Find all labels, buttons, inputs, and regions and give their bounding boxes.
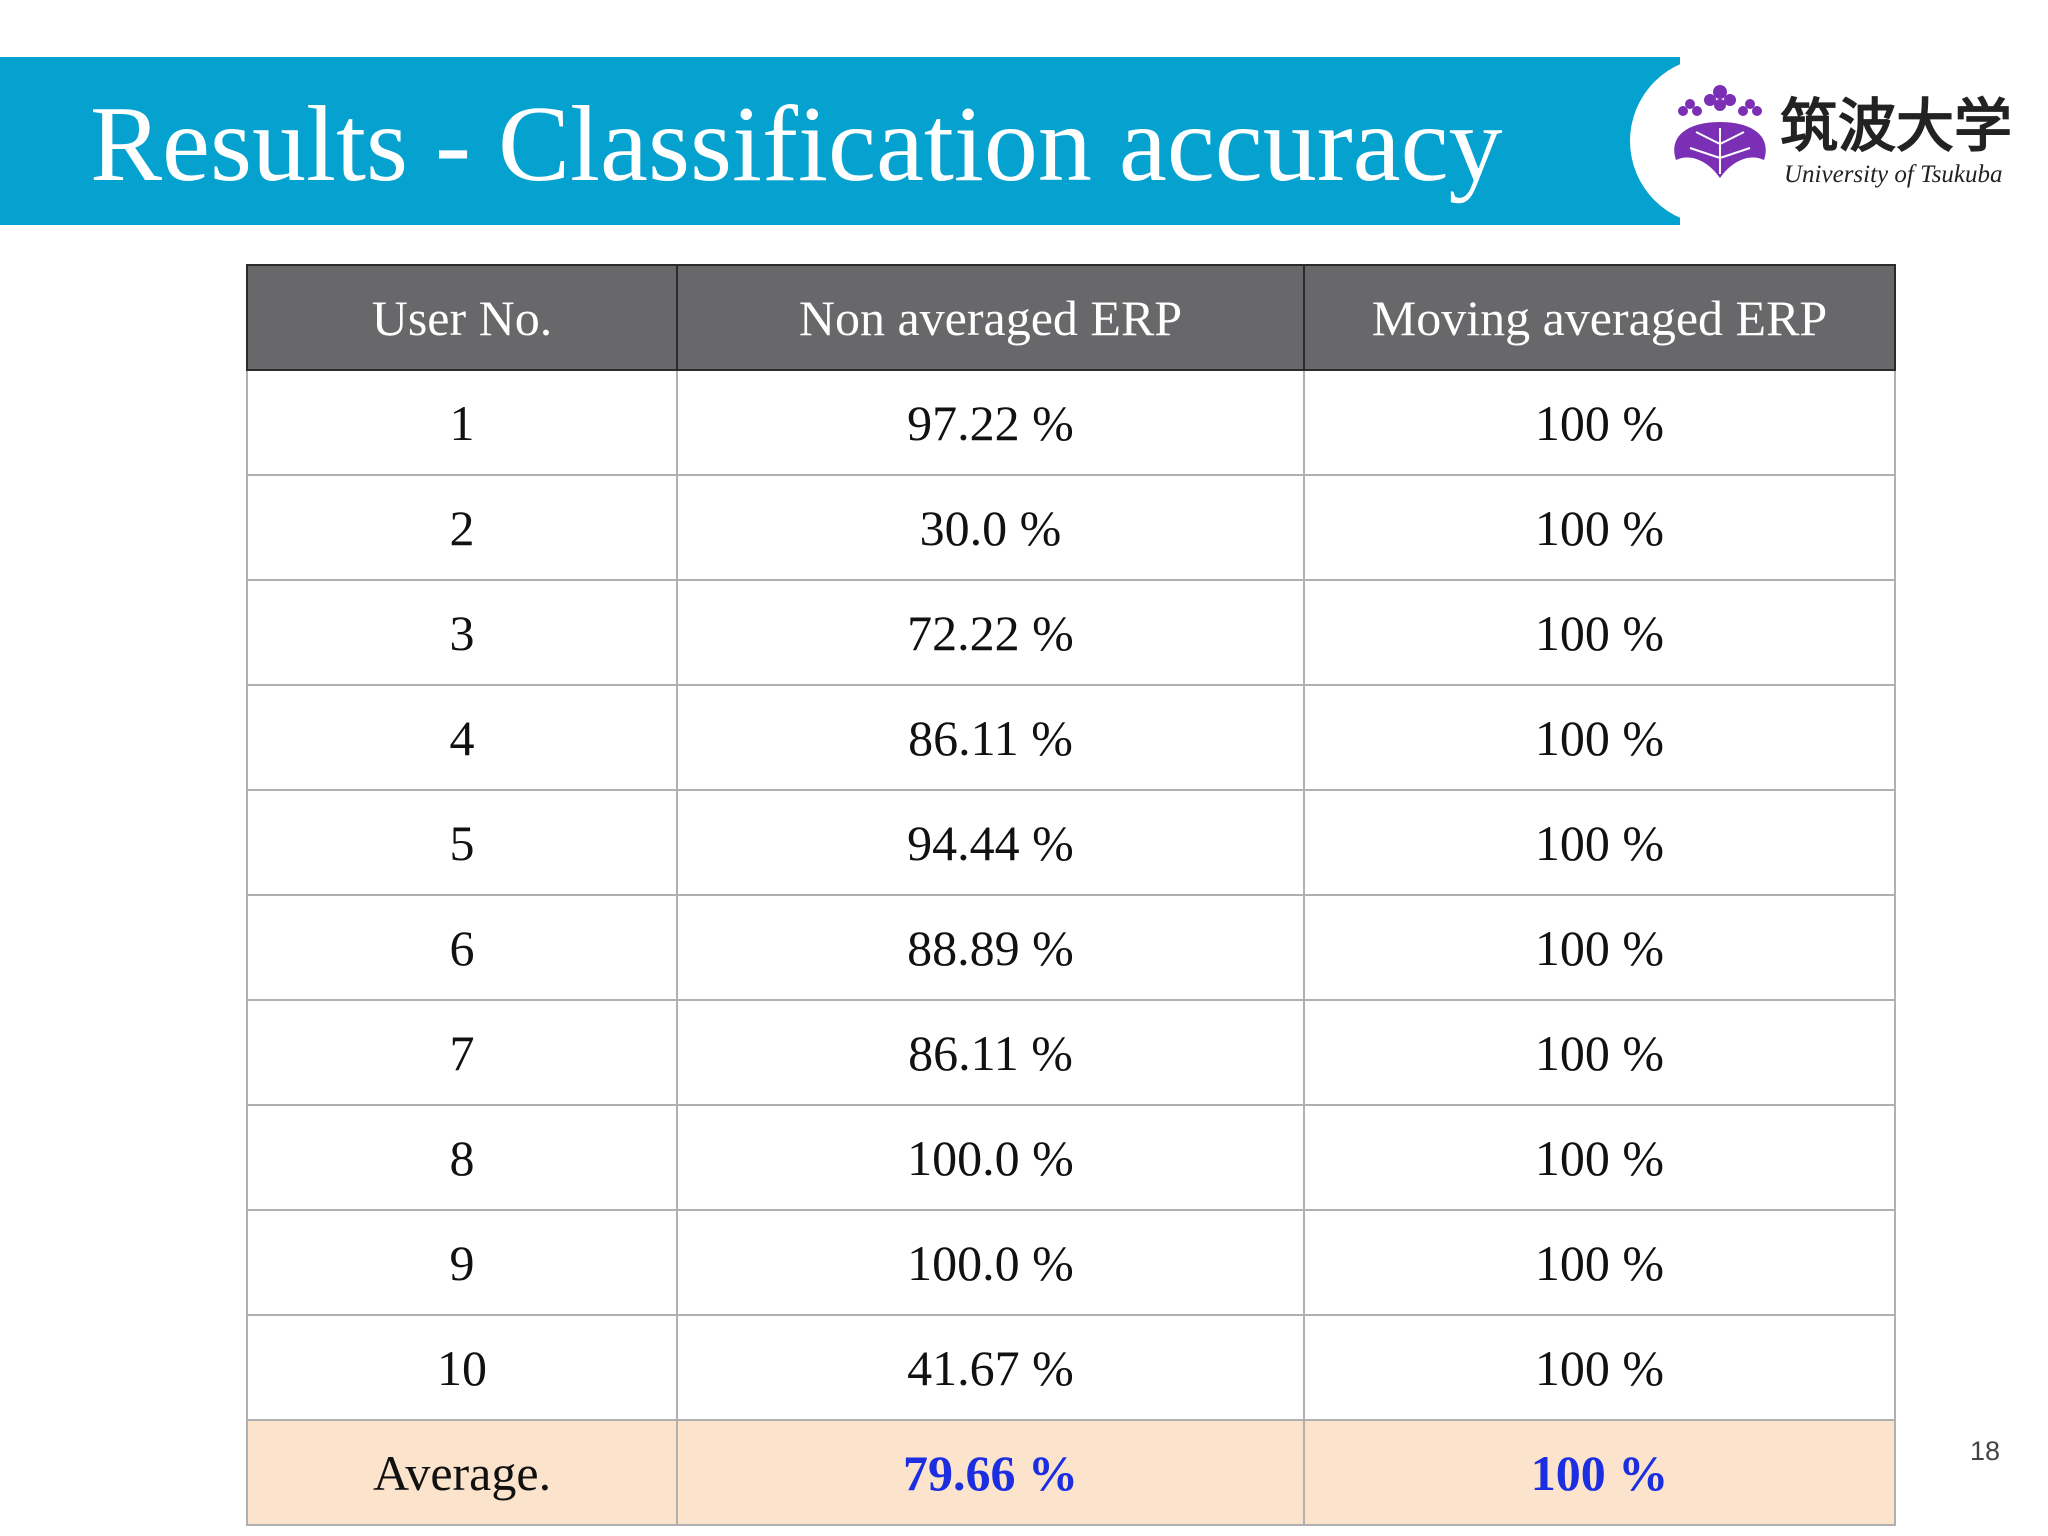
table-row: 10 41.67 % 100 % [246, 1314, 1896, 1421]
moving-averaged-cell: 100 % [1303, 894, 1896, 1001]
moving-averaged-cell: 100 % [1303, 999, 1896, 1106]
slide-title: Results - Classification accuracy [90, 85, 1503, 204]
table-header-row: User No. Non averaged ERP Moving average… [246, 264, 1896, 371]
non-averaged-cell: 100.0 % [676, 1209, 1305, 1316]
user-no-cell: 8 [246, 1104, 678, 1211]
moving-averaged-cell: 100 % [1303, 369, 1896, 476]
table-row: 2 30.0 % 100 % [246, 474, 1896, 581]
table-row: 3 72.22 % 100 % [246, 579, 1896, 686]
user-no-cell: 7 [246, 999, 678, 1106]
page-number: 18 [1970, 1436, 2001, 1466]
non-averaged-cell: 41.67 % [676, 1314, 1305, 1421]
user-no-cell: 1 [246, 369, 678, 476]
average-label: Average. [246, 1419, 678, 1526]
moving-averaged-cell: 100 % [1303, 1104, 1896, 1211]
table-row: 5 94.44 % 100 % [246, 789, 1896, 896]
non-averaged-cell: 86.11 % [676, 684, 1305, 791]
table-row: 6 88.89 % 100 % [246, 894, 1896, 1001]
header-non-averaged-erp: Non averaged ERP [676, 264, 1305, 371]
average-non-averaged: 79.66 % [676, 1419, 1305, 1526]
paulownia-crest-icon [1674, 85, 1766, 178]
table-row: 7 86.11 % 100 % [246, 999, 1896, 1106]
accuracy-table: User No. Non averaged ERP Moving average… [246, 264, 1896, 1526]
table-row: 9 100.0 % 100 % [246, 1209, 1896, 1316]
header-user-no: User No. [246, 264, 678, 371]
logo-english-name: University of Tsukuba [1784, 161, 2003, 188]
non-averaged-cell: 88.89 % [676, 894, 1305, 1001]
non-averaged-cell: 30.0 % [676, 474, 1305, 581]
user-no-cell: 2 [246, 474, 678, 581]
title-bar [0, 57, 1680, 225]
user-no-cell: 4 [246, 684, 678, 791]
user-no-cell: 3 [246, 579, 678, 686]
average-row: Average. 79.66 % 100 % [246, 1419, 1896, 1526]
logo-japanese-name: 筑波大学 [1780, 92, 2013, 160]
moving-averaged-cell: 100 % [1303, 684, 1896, 791]
non-averaged-cell: 86.11 % [676, 999, 1305, 1106]
moving-averaged-cell: 100 % [1303, 789, 1896, 896]
table-row: 1 97.22 % 100 % [246, 369, 1896, 476]
non-averaged-cell: 72.22 % [676, 579, 1305, 686]
table-row: 8 100.0 % 100 % [246, 1104, 1896, 1211]
non-averaged-cell: 100.0 % [676, 1104, 1305, 1211]
header-moving-averaged-erp: Moving averaged ERP [1303, 264, 1896, 371]
moving-averaged-cell: 100 % [1303, 579, 1896, 686]
moving-averaged-cell: 100 % [1303, 1209, 1896, 1316]
user-no-cell: 6 [246, 894, 678, 1001]
table-row: 4 86.11 % 100 % [246, 684, 1896, 791]
user-no-cell: 5 [246, 789, 678, 896]
non-averaged-cell: 94.44 % [676, 789, 1305, 896]
average-moving-averaged: 100 % [1303, 1419, 1896, 1526]
moving-averaged-cell: 100 % [1303, 474, 1896, 581]
moving-averaged-cell: 100 % [1303, 1314, 1896, 1421]
user-no-cell: 9 [246, 1209, 678, 1316]
user-no-cell: 10 [246, 1314, 678, 1421]
non-averaged-cell: 97.22 % [676, 369, 1305, 476]
